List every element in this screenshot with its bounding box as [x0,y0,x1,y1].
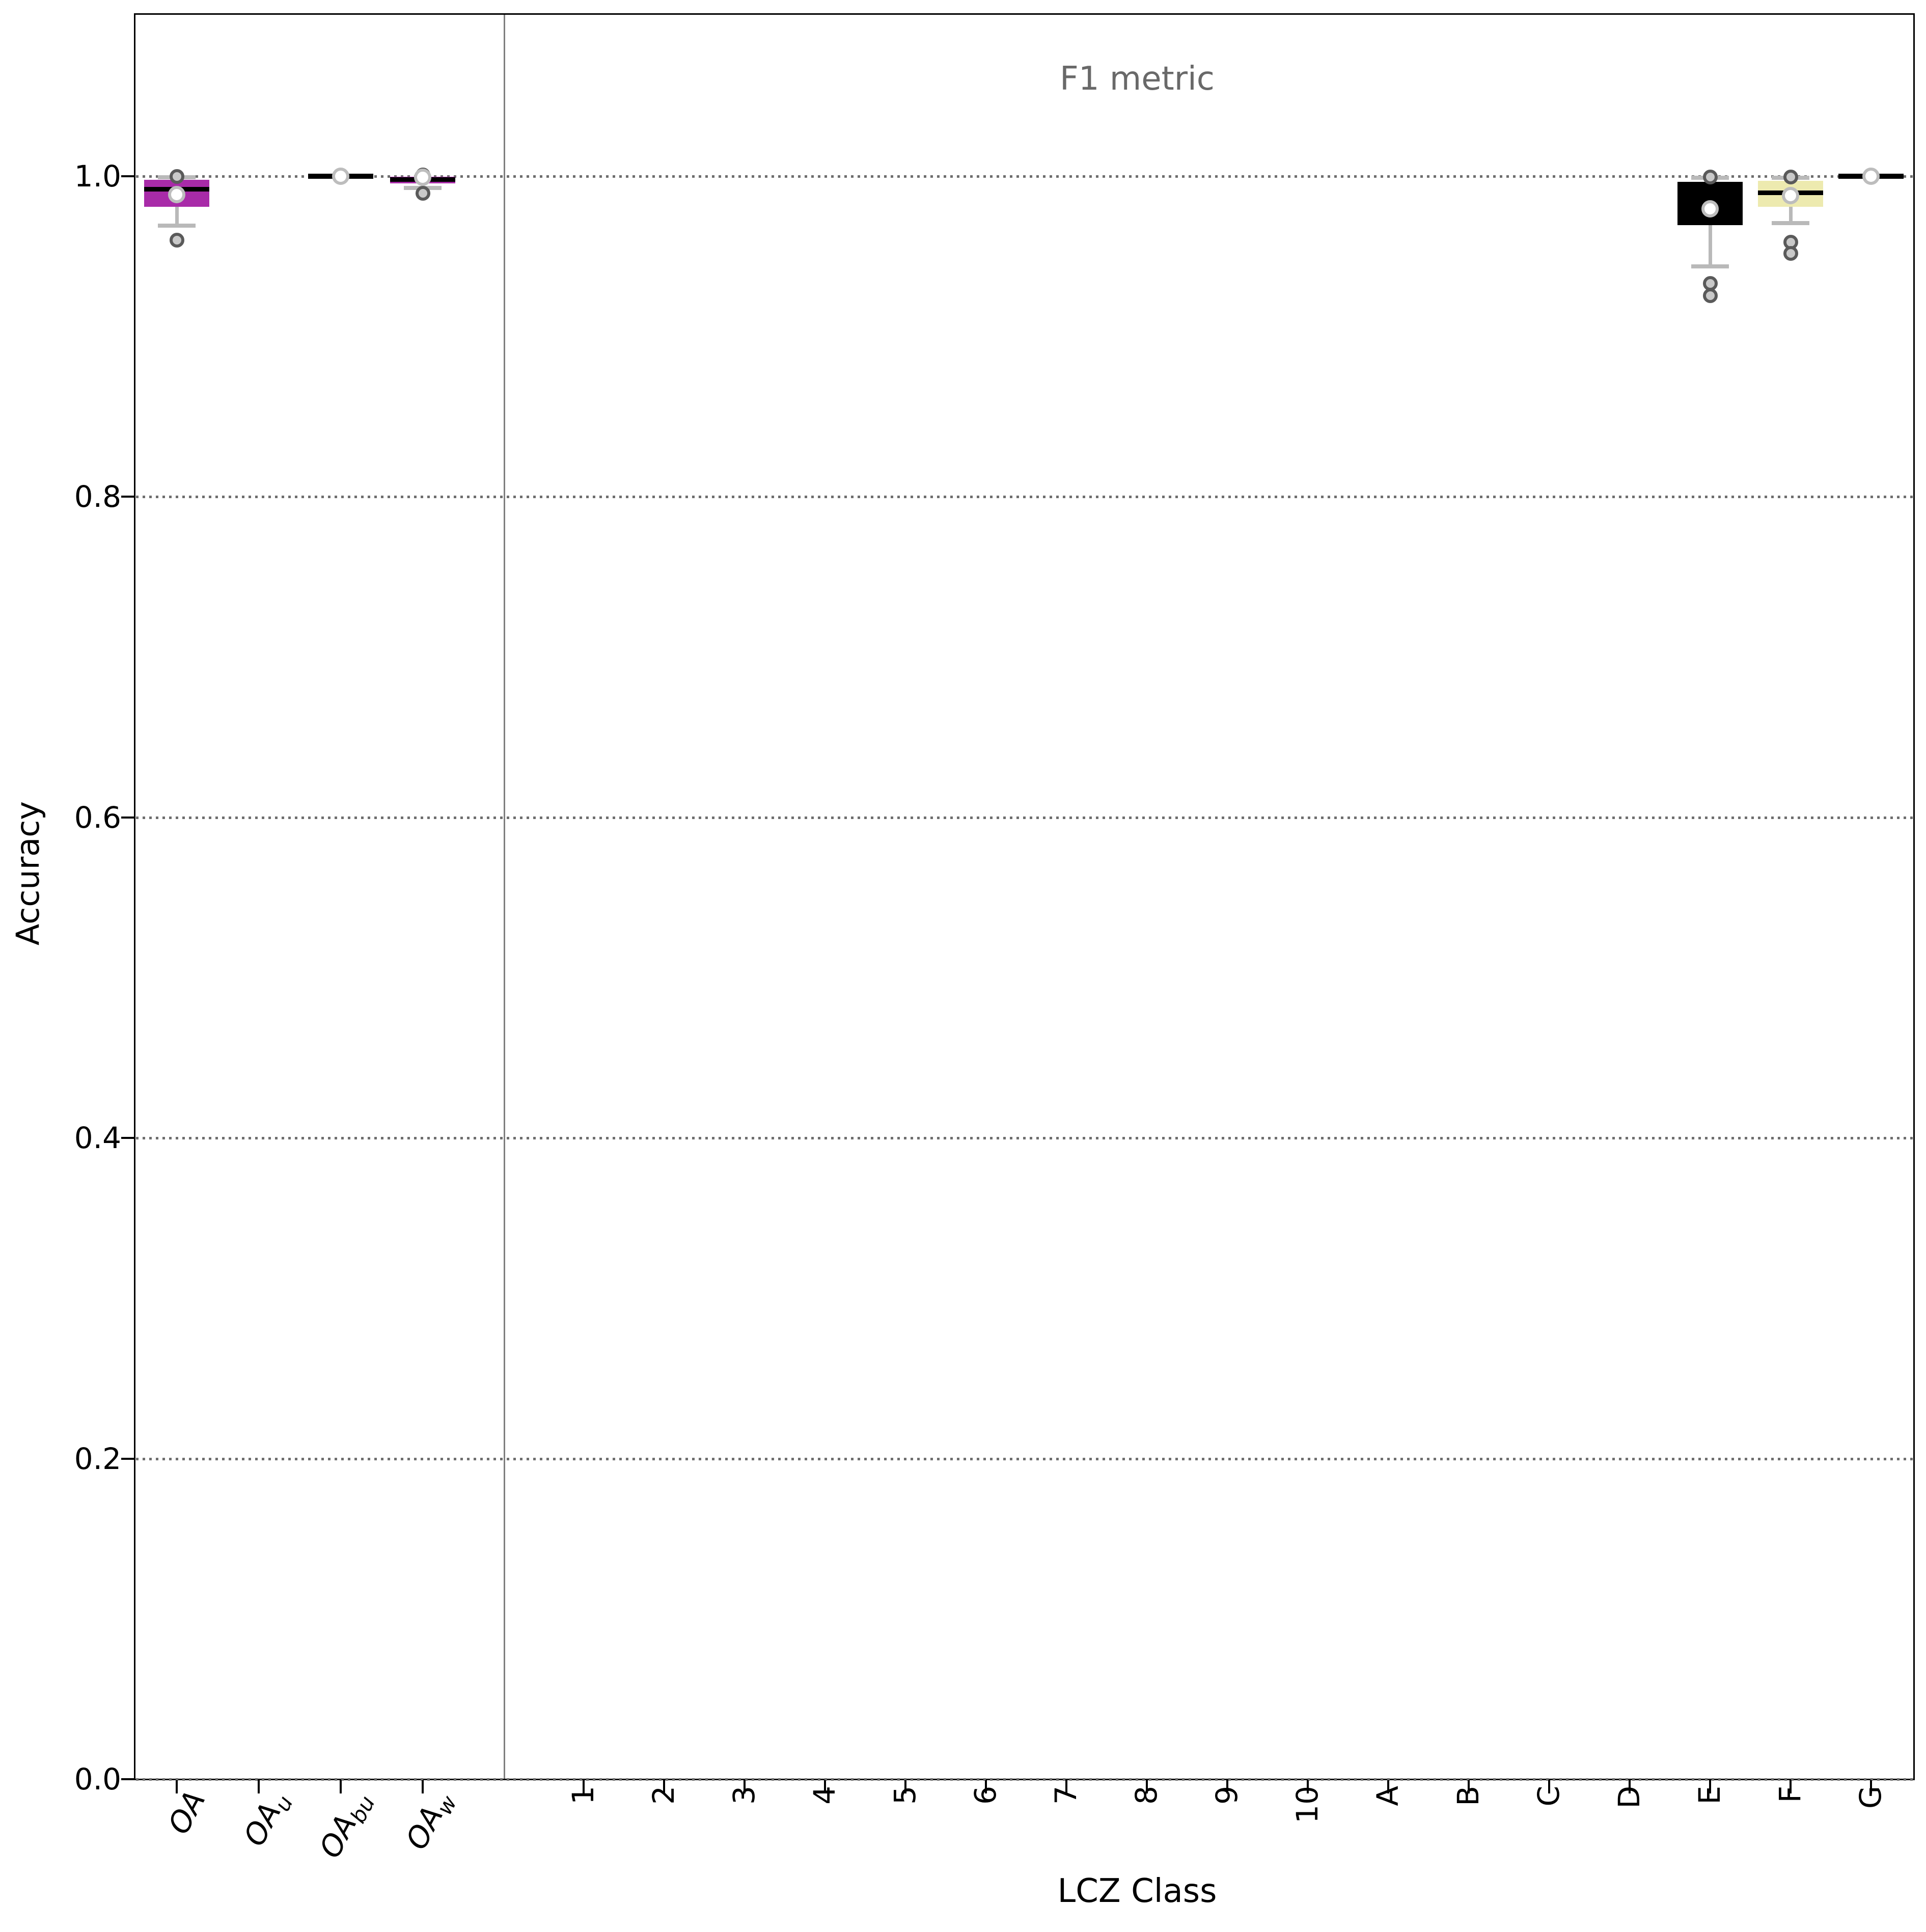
x-tick-1 [583,1780,585,1793]
outlier-OA-1 [170,232,184,248]
y-tick-label-0.8: 0.8 [74,479,121,514]
outlier-E-0 [1703,170,1718,185]
x-tick-label-OA_bu: OAbu [312,1791,380,1864]
x-tick-label-F: F [1773,1786,1807,1803]
x-tick-label-sub-OA_u: u [269,1791,298,1815]
x-tick-D [1629,1780,1631,1793]
x-tick-OA_w [422,1780,424,1793]
x-tick-OA_bu [340,1780,342,1793]
x-tick-6 [985,1780,987,1793]
mean-marker-F [1782,186,1799,204]
x-tick-label-5: 5 [888,1786,922,1805]
whisker-cap-low-E [1691,264,1729,268]
gridline-0.2 [136,1457,1913,1460]
x-tick-E [1709,1780,1711,1793]
x-tick-label-2: 2 [646,1786,681,1805]
x-tick-B [1468,1780,1470,1793]
x-tick-label-A: A [1370,1786,1405,1806]
mean-marker-E [1701,200,1719,217]
x-tick-8 [1146,1780,1148,1793]
group-separator-line [504,15,505,1779]
x-axis-label: LCZ Class [1057,1872,1217,1910]
outlier-OA-0 [170,169,184,184]
x-tick-OA [176,1780,178,1793]
mean-marker-OA_w [414,169,431,186]
x-tick-7 [1065,1780,1067,1793]
y-tick-label-0.4: 0.4 [74,1121,121,1156]
x-tick-label-8: 8 [1129,1786,1164,1805]
x-tick-5 [904,1780,906,1793]
y-tick-label-0.2: 0.2 [74,1441,121,1476]
gridline-1.0 [136,175,1913,178]
x-tick-label-E: E [1692,1786,1727,1805]
whisker-low-OA [175,206,179,226]
whisker-cap-low-F [1772,221,1809,225]
y-tick-0.8 [121,496,134,498]
x-tick-label-B: B [1451,1786,1485,1806]
median-E [1677,197,1743,202]
y-tick-1.0 [121,175,134,177]
x-tick-4 [824,1780,826,1793]
x-tick-label-3: 3 [727,1786,761,1805]
x-tick-label-OA: OA [161,1785,212,1840]
y-tick-0.2 [121,1457,134,1460]
whisker-low-E [1709,225,1712,266]
x-tick-label-4: 4 [807,1786,842,1805]
y-tick-0.0 [121,1778,134,1780]
outlier-F-2 [1783,246,1798,261]
gridline-0.0 [136,1778,1913,1781]
x-tick-label-7: 7 [1049,1786,1083,1805]
gridline-0.4 [136,1137,1913,1140]
x-tick-label-6: 6 [968,1786,1003,1805]
y-tick-label-1.0: 1.0 [74,158,121,194]
y-tick-0.4 [121,1137,134,1139]
y-tick-0.6 [121,816,134,819]
x-tick-label-OA_w: OAw [399,1791,462,1856]
chart-title: F1 metric [1060,60,1215,98]
x-tick-A [1387,1780,1389,1793]
x-tick-G [1870,1780,1872,1793]
outlier-E-2 [1703,288,1718,303]
mean-marker-OA_bu [332,167,349,185]
x-tick-2 [663,1780,665,1793]
x-tick-label-sub-OA_w: w [431,1791,462,1819]
mean-marker-G [1862,167,1880,185]
whisker-low-F [1789,206,1793,223]
x-tick-label-9: 9 [1209,1786,1244,1805]
x-tick-label-G: G [1853,1786,1888,1809]
x-tick-C [1548,1780,1550,1793]
outlier-OA_w-1 [416,185,430,201]
y-tick-label-0.0: 0.0 [74,1762,121,1797]
x-tick-label-OA_u: OAu [236,1791,298,1852]
x-tick-label-sub-OA_bu: bu [345,1791,380,1828]
x-tick-3 [744,1780,746,1793]
mean-marker-OA [168,186,185,204]
y-tick-label-0.6: 0.6 [74,800,121,835]
x-tick-label-D: D [1612,1786,1646,1809]
x-tick-OA_u [258,1780,260,1793]
gridline-0.6 [136,816,1913,819]
plot-area [134,13,1915,1780]
x-tick-10 [1307,1780,1309,1793]
x-tick-9 [1226,1780,1228,1793]
x-tick-label-10: 10 [1290,1786,1325,1824]
gridline-0.8 [136,496,1913,499]
x-tick-label-1: 1 [566,1786,600,1805]
x-tick-F [1790,1780,1792,1793]
x-tick-label-C: C [1531,1786,1566,1807]
outlier-F-0 [1783,170,1798,185]
whisker-cap-low-OA [158,223,196,228]
